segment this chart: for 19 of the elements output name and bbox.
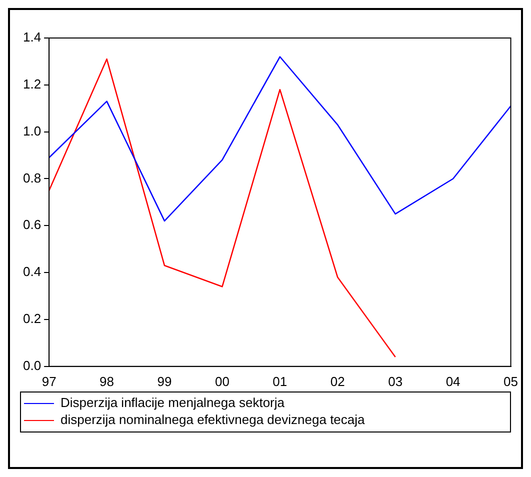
y-tick-label: 1.4 <box>22 30 42 45</box>
x-tick-label: 02 <box>330 374 345 389</box>
x-tick-label: 03 <box>388 374 403 389</box>
x-tick-label: 05 <box>504 374 518 389</box>
y-tick-label: 0.4 <box>22 264 42 280</box>
x-tick-label: 98 <box>100 374 114 389</box>
y-tick-label: 0.6 <box>22 217 42 232</box>
y-tick-label: 0.2 <box>22 311 42 326</box>
y-tick-label: 1.2 <box>22 76 42 92</box>
y-tick-label: 1.0 <box>22 123 42 138</box>
y-tick-label: 0.0 <box>22 358 42 373</box>
x-tick-label: 97 <box>42 374 56 389</box>
x-tick-label: 99 <box>157 374 172 389</box>
legend-label: disperzija nominalnega efektivnega deviznega tecaja <box>60 412 366 428</box>
x-tick-label: 04 <box>446 374 460 389</box>
y-tick-label: 0.8 <box>22 170 42 186</box>
x-tick-label: 01 <box>272 374 288 389</box>
legend-label: Disperzija inflacije menjalnega sektorja <box>60 395 286 410</box>
x-tick-label: 00 <box>214 374 230 389</box>
